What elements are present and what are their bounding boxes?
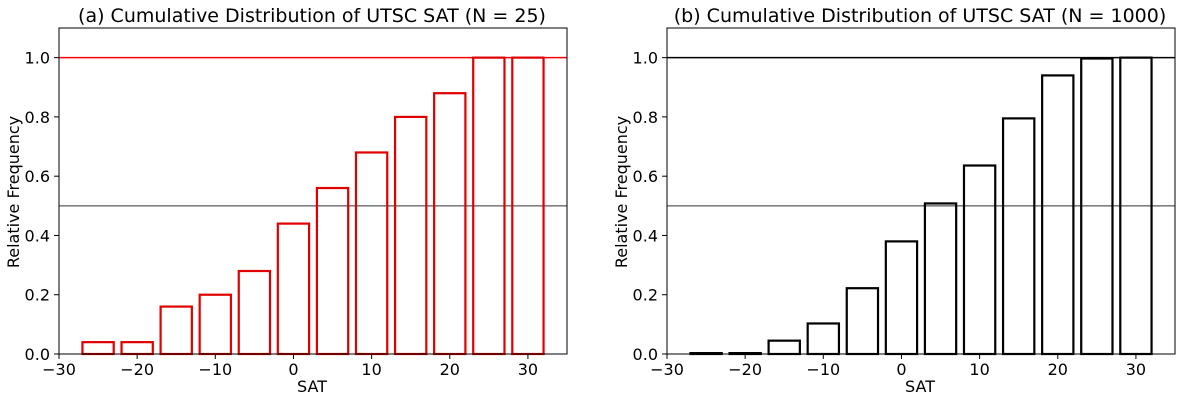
chart-panel-a: (a) Cumulative Distribution of UTSC SAT …	[4, 5, 568, 396]
bar	[198, 293, 233, 356]
bar	[237, 269, 272, 356]
x-tick-label: −20	[120, 360, 154, 379]
x-tick-label: −30	[650, 360, 684, 379]
y-tick-label: 0.4	[25, 226, 50, 245]
x-tick-label: 20	[1048, 360, 1068, 379]
y-axis-label: Relative Frequency	[612, 116, 631, 268]
bar	[923, 202, 958, 356]
y-tick-label: 0.2	[25, 286, 50, 305]
chart-title: (a) Cumulative Distribution of UTSC SAT …	[78, 5, 546, 27]
y-tick-label: 1.0	[633, 49, 658, 68]
x-axis-label: SAT	[297, 377, 327, 396]
x-tick-label: 0	[288, 360, 298, 379]
bar	[433, 92, 467, 356]
x-tick-label: 30	[518, 360, 538, 379]
x-tick-label: −10	[806, 360, 840, 379]
y-axis-label: Relative Frequency	[4, 116, 23, 268]
chart-panel-b: (b) Cumulative Distribution of UTSC SAT …	[612, 5, 1176, 396]
bar	[276, 222, 311, 356]
x-tick-label: 30	[1126, 360, 1146, 379]
bar	[81, 341, 115, 356]
x-tick-label: 0	[896, 360, 906, 379]
x-axis-label: SAT	[905, 377, 935, 396]
chart-title: (b) Cumulative Distribution of UTSC SAT …	[674, 5, 1167, 27]
x-tick-label: −30	[42, 360, 76, 379]
bar	[806, 322, 841, 356]
x-tick-label: −10	[198, 360, 232, 379]
bar	[1041, 74, 1075, 356]
bar	[120, 341, 154, 356]
y-tick-label: 0.4	[633, 226, 658, 245]
y-tick-label: 1.0	[25, 49, 50, 68]
plot-frame	[666, 27, 1176, 355]
bar	[767, 339, 801, 356]
y-tick-label: 0.8	[633, 108, 658, 127]
bar	[159, 305, 193, 356]
bar	[962, 164, 997, 356]
bar	[315, 186, 350, 356]
bar	[845, 287, 880, 356]
x-tick-label: 10	[969, 360, 989, 379]
y-tick-label: 0.0	[25, 345, 50, 364]
y-tick-label: 0.2	[633, 286, 658, 305]
bar	[1001, 117, 1036, 356]
y-tick-label: 0.8	[25, 108, 50, 127]
y-tick-label: 0.0	[633, 345, 658, 364]
y-tick-label: 0.6	[25, 167, 50, 186]
x-tick-label: −20	[728, 360, 762, 379]
x-tick-label: 10	[361, 360, 381, 379]
bar	[884, 240, 919, 356]
bar	[393, 115, 428, 356]
x-tick-label: 20	[440, 360, 460, 379]
y-tick-label: 0.6	[633, 167, 658, 186]
plot-frame	[58, 27, 568, 355]
bar	[354, 151, 389, 356]
